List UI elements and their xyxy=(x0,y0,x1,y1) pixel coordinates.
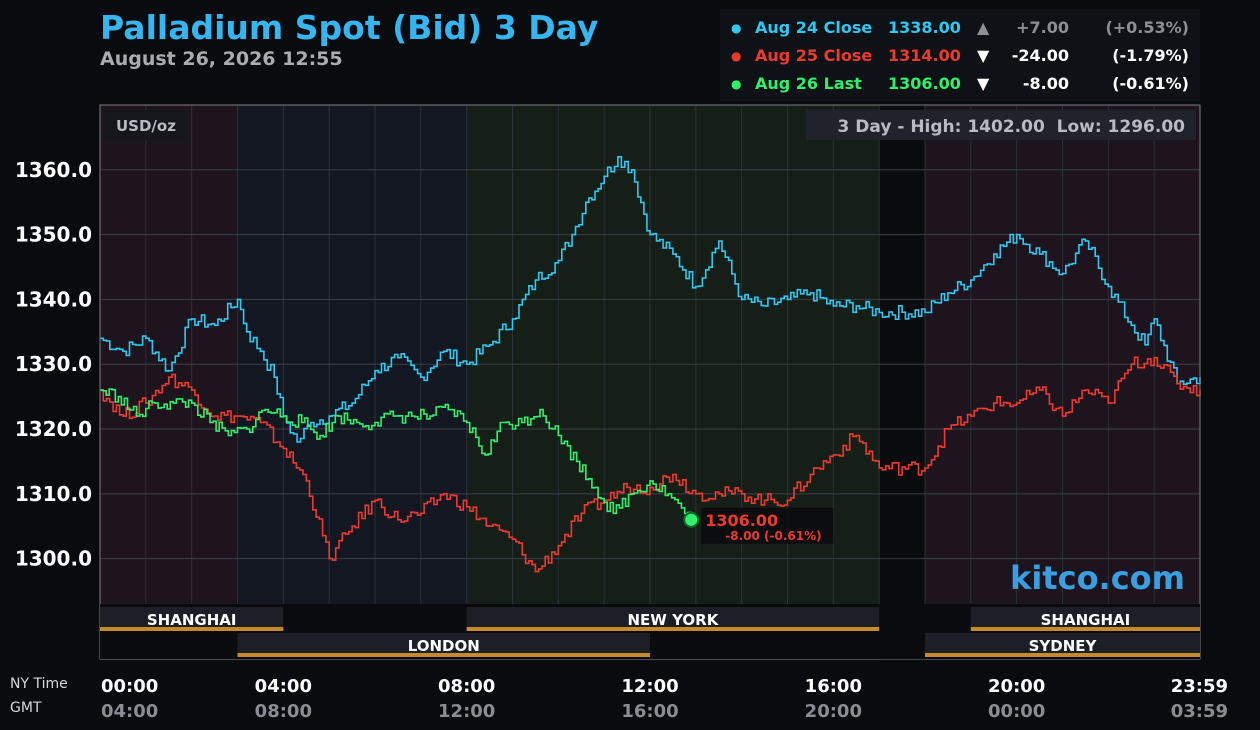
session-label: SYDNEY xyxy=(1029,637,1098,655)
series-line-aug-25 xyxy=(100,356,1201,573)
session-bar xyxy=(925,633,1200,656)
legend-close-aug24: 1338.00 xyxy=(888,18,961,37)
y-tick-label: 1300.0 xyxy=(15,547,92,571)
session-bar xyxy=(100,607,284,630)
last-price-dot xyxy=(683,511,700,528)
legend-arrow-up-icon: ▲ xyxy=(977,18,990,37)
y-tick-label: 1350.0 xyxy=(15,223,92,247)
series-lines xyxy=(100,156,1201,573)
x-tick-label-gmt: 20:00 xyxy=(805,701,862,722)
session-background xyxy=(879,105,925,660)
y-tick-label: 1310.0 xyxy=(15,482,92,506)
legend-close-aug26: 1306.00 xyxy=(888,74,961,93)
x-tick-label-ny: 00:00 xyxy=(101,676,158,697)
y-tick-label: 1320.0 xyxy=(15,417,92,441)
session-bar-underline xyxy=(237,653,650,657)
x-tick-label-ny: 04:00 xyxy=(255,676,312,697)
chart-timestamp: August 26, 2026 12:55 xyxy=(100,48,343,70)
session-background xyxy=(237,105,467,660)
legend-row-aug26: ● Aug 26 Last 1306.00 ▼ -8.00 (-0.61%) xyxy=(720,69,1200,97)
watermark: kitco.com xyxy=(1010,559,1185,597)
legend-pct-aug25: (-1.79%) xyxy=(1112,46,1189,65)
x-tick-label-ny: 12:00 xyxy=(621,676,678,697)
session-bar-underline xyxy=(100,627,284,631)
range-label-box: 3 Day - High: 1402.00 Low: 1296.00 xyxy=(806,110,1196,140)
legend-arrow-down-icon: ▼ xyxy=(977,46,990,65)
chart-title: Palladium Spot (Bid) 3 Day xyxy=(100,8,599,47)
ny-time-label: NY Time xyxy=(10,676,68,692)
x-tick-label-gmt: 04:00 xyxy=(101,701,158,722)
legend-dot-aug25: ● xyxy=(731,49,742,63)
series-line-aug-26 xyxy=(100,388,693,520)
legend-pct-aug26: (-0.61%) xyxy=(1112,74,1189,93)
legend-label-aug25: Aug 25 Close xyxy=(755,46,873,65)
legend-close-aug25: 1314.00 xyxy=(888,46,961,65)
x-tick-label-gmt: 12:00 xyxy=(438,701,495,722)
legend-pct-aug24: (+0.53%) xyxy=(1105,18,1189,37)
legend-dot-aug24: ● xyxy=(731,21,742,35)
y-tick-label: 1360.0 xyxy=(15,158,92,182)
session-background xyxy=(466,105,880,660)
last-price-marker: 1306.00-8.00 (-0.61%) xyxy=(683,507,834,544)
x-tick-label-ny: 08:00 xyxy=(438,676,495,697)
legend: ● Aug 24 Close 1338.00 ▲ +7.00 (+0.53%) … xyxy=(720,9,1200,101)
last-price-change: -8.00 (-0.61%) xyxy=(725,529,821,543)
y-axis-ticks: 1360.0 1350.0 1340.0 1330.0 1320.0 1310.0 1300… xyxy=(15,158,92,571)
session-bar-underline xyxy=(466,627,880,631)
session-label: SHANGHAI xyxy=(147,611,237,629)
x-tick-label-ny: 16:00 xyxy=(805,676,862,697)
legend-change-aug25: -24.00 xyxy=(1011,46,1069,65)
session-bars: SHANGHAI NEW YORK SHANGHAI LONDON SYDNEY xyxy=(100,604,1200,659)
x-tick-label-gmt: 00:00 xyxy=(988,701,1045,722)
session-bar xyxy=(237,633,650,656)
session-label: SHANGHAI xyxy=(1041,611,1131,629)
x-tick-label-ny: 20:00 xyxy=(988,676,1045,697)
session-label: LONDON xyxy=(408,637,480,655)
legend-arrow-down-icon: ▼ xyxy=(977,74,990,93)
legend-change-aug26: -8.00 xyxy=(1022,74,1069,93)
x-tick-label-ny: 23:59 xyxy=(1171,676,1228,697)
legend-row-aug25: ● Aug 25 Close 1314.00 ▼ -24.00 (-1.79%) xyxy=(720,41,1200,69)
last-price-box xyxy=(701,507,834,544)
x-axis-ticks: 00:00 04:00 04:00 08:00 08:00 12:00 12:00 16:00… xyxy=(101,676,1228,722)
x-tick-label-gmt: 16:00 xyxy=(621,701,678,722)
legend-change-aug24: +7.00 xyxy=(1016,18,1069,37)
x-tick-label-gmt: 08:00 xyxy=(255,701,312,722)
session-bar-underline xyxy=(925,653,1200,657)
legend-label-aug26: Aug 26 Last xyxy=(755,74,862,93)
session-bar xyxy=(466,607,880,630)
range-label: 3 Day - High: 1402.00 Low: 1296.00 xyxy=(838,117,1186,137)
legend-row-aug24: ● Aug 24 Close 1338.00 ▲ +7.00 (+0.53%) xyxy=(720,13,1200,41)
y-tick-label: 1330.0 xyxy=(15,352,92,376)
session-bar-underline xyxy=(970,627,1200,631)
gmt-label: GMT xyxy=(10,700,42,716)
x-tick-label-gmt: 03:59 xyxy=(1171,701,1228,722)
legend-label-aug24: Aug 24 Close xyxy=(755,18,873,37)
y-tick-label: 1340.0 xyxy=(15,287,92,311)
unit-label-box: USD/oz xyxy=(104,110,190,140)
last-price-value: 1306.00 xyxy=(705,511,778,530)
legend-dot-aug26: ● xyxy=(731,77,742,91)
session-bar xyxy=(970,607,1200,630)
unit-label: USD/oz xyxy=(116,117,176,135)
session-label: NEW YORK xyxy=(628,611,720,629)
